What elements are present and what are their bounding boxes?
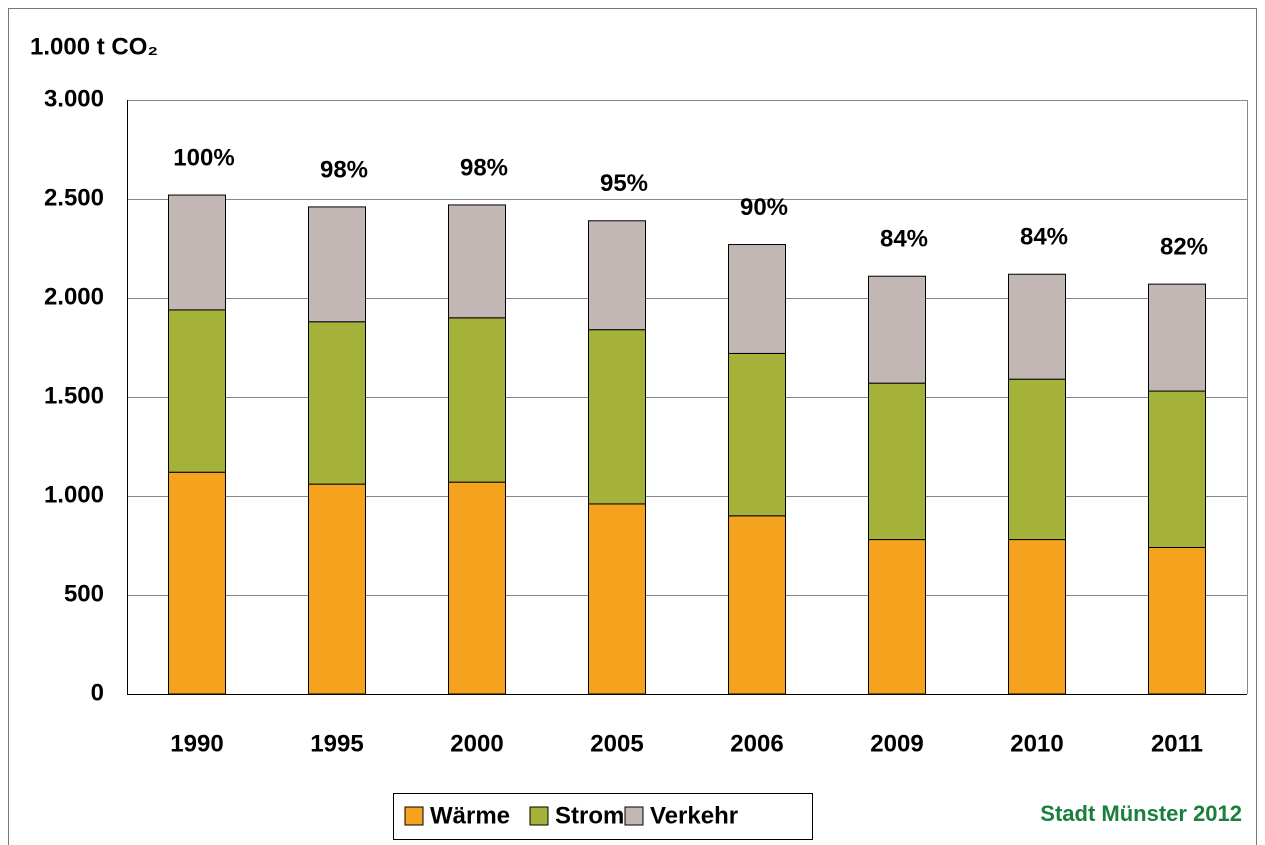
- y-tick-label: 2.500: [44, 184, 104, 211]
- bar-annotation: 84%: [880, 226, 928, 253]
- source-note: Stadt Münster 2012: [1040, 801, 1242, 826]
- bar-segment: [448, 317, 506, 483]
- bar-annotation: 98%: [460, 154, 508, 181]
- x-tick-label: 2011: [1151, 730, 1203, 757]
- bar-annotation: 95%: [600, 170, 648, 197]
- bar-annotation: 98%: [320, 156, 368, 183]
- bar-segment: [1148, 283, 1206, 392]
- bar-segment: [448, 204, 506, 319]
- bar-segment: [1148, 546, 1206, 695]
- legend-label: Verkehr: [650, 802, 738, 829]
- y-tick-label: 500: [64, 580, 104, 607]
- y-tick-label: 1.000: [44, 481, 104, 508]
- x-tick-label: 2005: [590, 730, 643, 757]
- bar-annotation: 84%: [1020, 224, 1068, 251]
- legend-label: Strom: [555, 802, 624, 829]
- bar-segment: [168, 194, 226, 311]
- y-axis-title: 1.000 t CO₂: [30, 33, 158, 60]
- bar-segment: [588, 503, 646, 695]
- y-tick-label: 1.500: [44, 382, 104, 409]
- bar-segment: [868, 382, 926, 541]
- bar-segment: [588, 329, 646, 505]
- y-tick-label: 2.000: [44, 283, 104, 310]
- bar-segment: [1148, 390, 1206, 548]
- bar-segment: [308, 206, 366, 323]
- bar-segment: [168, 309, 226, 473]
- bar-segment: [448, 481, 506, 695]
- x-tick-label: 2000: [450, 730, 503, 757]
- legend-box: [393, 793, 813, 840]
- bar-segment: [308, 321, 366, 485]
- bar-segment: [588, 220, 646, 331]
- bar-segment: [728, 352, 786, 517]
- y-tick-label: 3.000: [44, 85, 104, 112]
- bar-segment: [728, 244, 786, 354]
- bar-segment: [728, 515, 786, 695]
- bar-annotation: 100%: [173, 144, 234, 171]
- x-tick-label: 1990: [170, 730, 223, 757]
- bar-segment: [868, 539, 926, 695]
- bar-annotation: 90%: [740, 194, 788, 221]
- bar-segment: [308, 483, 366, 695]
- x-tick-label: 1995: [310, 730, 363, 757]
- legend-swatch: [404, 806, 424, 826]
- legend-swatch: [529, 806, 549, 826]
- x-tick-label: 2010: [1010, 730, 1063, 757]
- bar-annotation: 82%: [1160, 233, 1208, 260]
- bar-segment: [1008, 273, 1066, 380]
- legend-swatch: [624, 806, 644, 826]
- y-tick-label: 0: [91, 679, 104, 706]
- bar-segment: [868, 275, 926, 384]
- legend-label: Wärme: [430, 802, 510, 829]
- bar-segment: [168, 471, 226, 695]
- bar-segment: [1008, 539, 1066, 695]
- x-tick-label: 2006: [730, 730, 783, 757]
- bar-segment: [1008, 378, 1066, 541]
- x-tick-label: 2009: [870, 730, 923, 757]
